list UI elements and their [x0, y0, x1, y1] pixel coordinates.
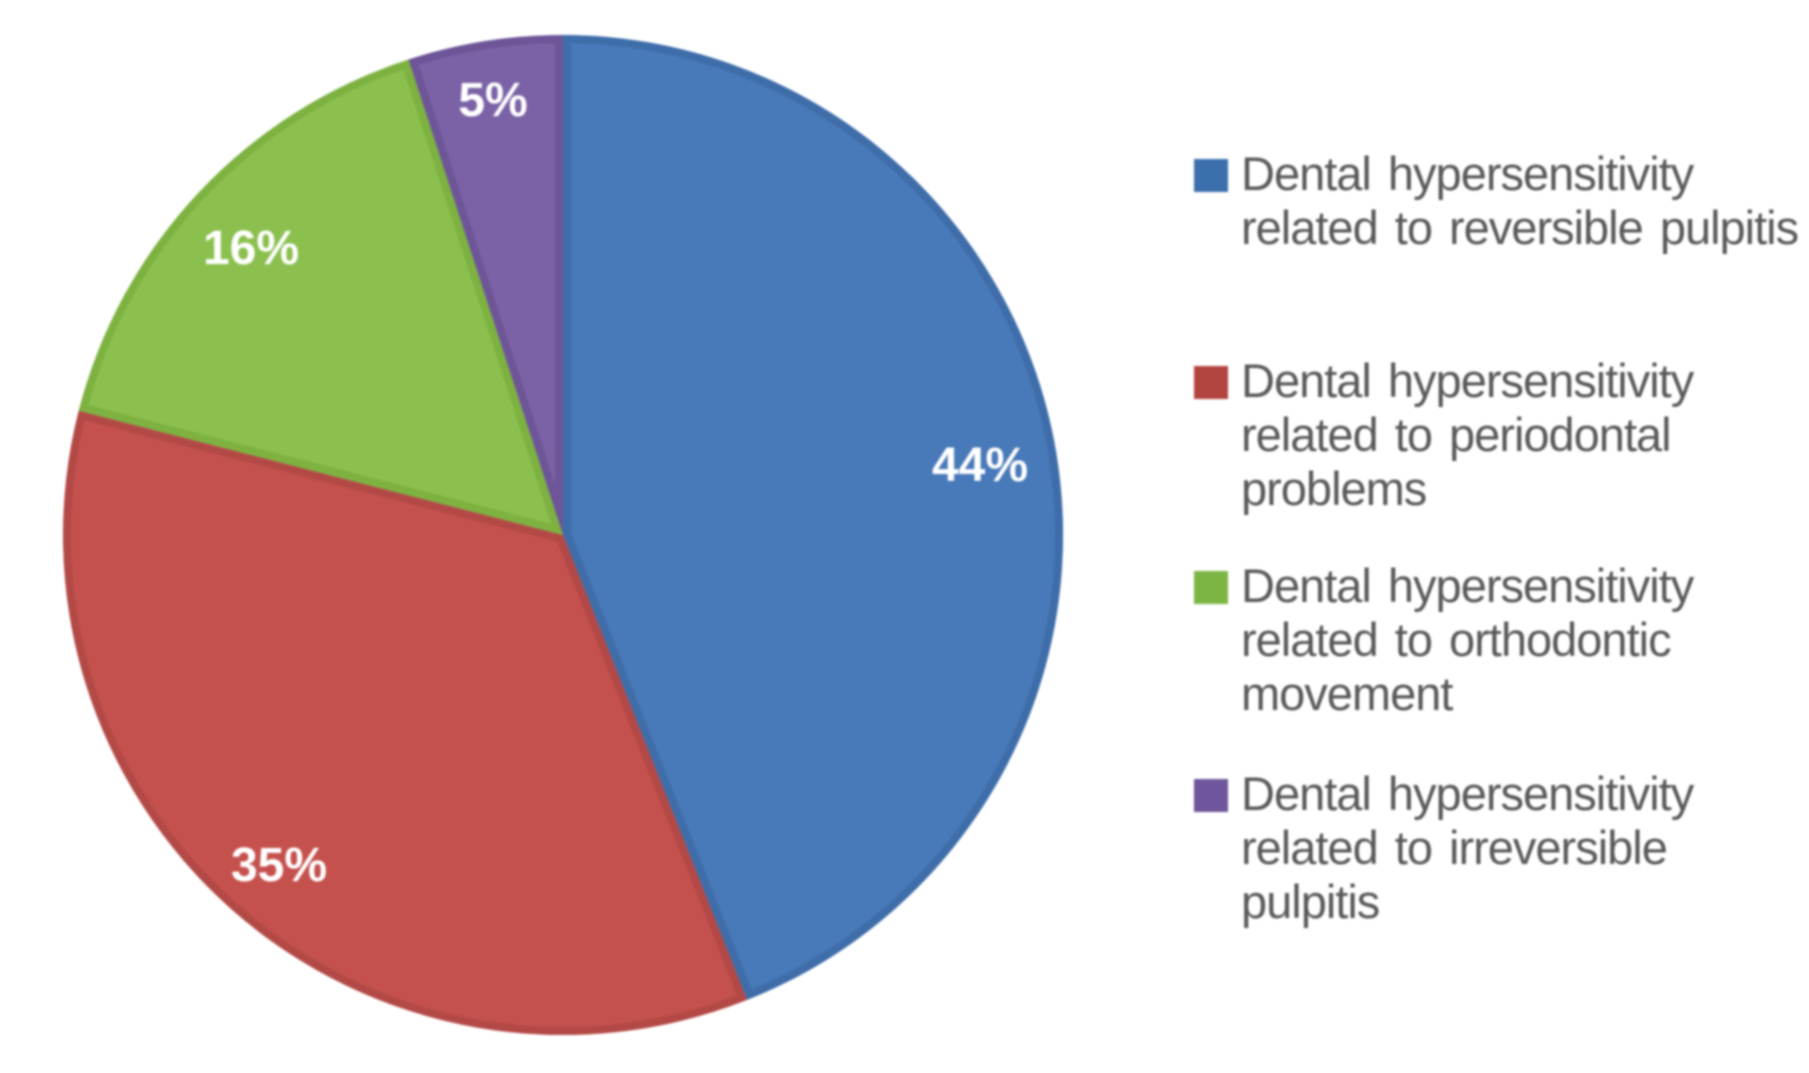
svg-text:44%: 44% [932, 439, 1028, 492]
svg-text:16%: 16% [203, 222, 299, 275]
svg-text:5%: 5% [458, 74, 527, 127]
svg-text:35%: 35% [231, 839, 327, 892]
